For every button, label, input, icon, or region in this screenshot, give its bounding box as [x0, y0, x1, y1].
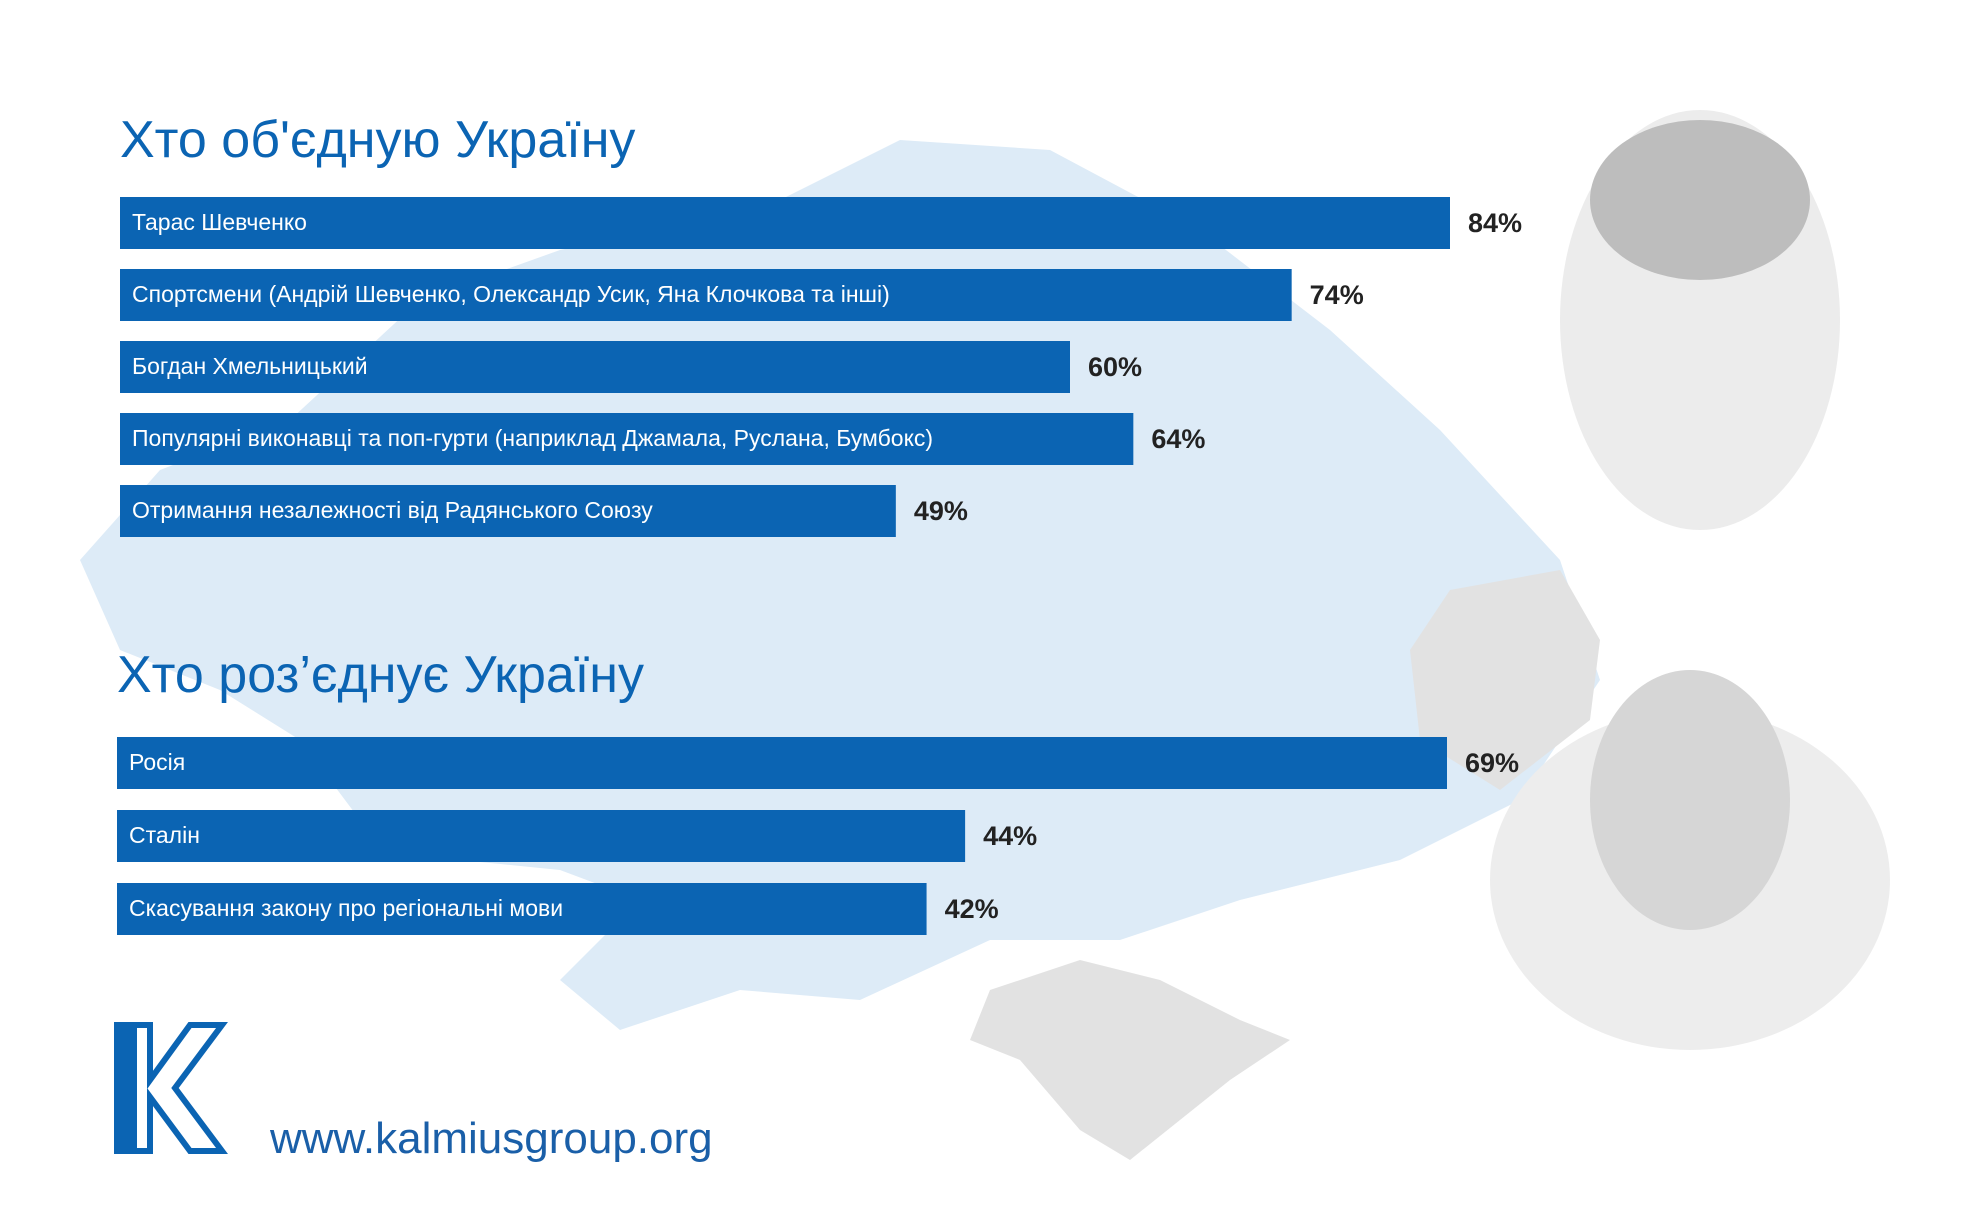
value-label: 60%	[1088, 352, 1142, 382]
bar-label: Росія	[129, 749, 185, 775]
value-label: 64%	[1151, 424, 1205, 454]
url: www.kalmiusgroup.org	[269, 1114, 713, 1163]
value-label: 74%	[1310, 280, 1364, 310]
bar-label: Популярні виконавці та поп-гурти (наприк…	[132, 425, 933, 451]
bar-label: Богдан Хмельницький	[132, 353, 368, 379]
bar-label: Отримання незалежності від Радянського С…	[132, 497, 653, 523]
value-label: 69%	[1465, 748, 1519, 778]
bar	[120, 197, 1450, 249]
portrait-placeholders	[1490, 110, 1890, 1050]
value-label: 44%	[983, 821, 1037, 851]
bar-label: Тарас Шевченко	[132, 209, 307, 235]
bar	[117, 883, 927, 935]
bar	[117, 810, 966, 862]
chart-title: Хто роз’єднує Україну	[117, 646, 644, 704]
bar-label: Скасування закону про регіональні мови	[129, 895, 563, 921]
bar-label: Спортсмени (Андрій Шевченко, Олександр У…	[132, 281, 890, 307]
bar	[120, 269, 1292, 321]
bar-label: Сталін	[129, 822, 200, 848]
value-label: 49%	[914, 496, 968, 526]
bar	[117, 737, 1447, 789]
bar	[120, 341, 1070, 393]
value-label: 42%	[945, 894, 999, 924]
chart-title: Хто об'єдную Україну	[120, 111, 635, 169]
logo	[114, 1022, 228, 1154]
value-label: 84%	[1468, 208, 1522, 238]
bar	[120, 485, 896, 537]
bar	[120, 413, 1134, 465]
